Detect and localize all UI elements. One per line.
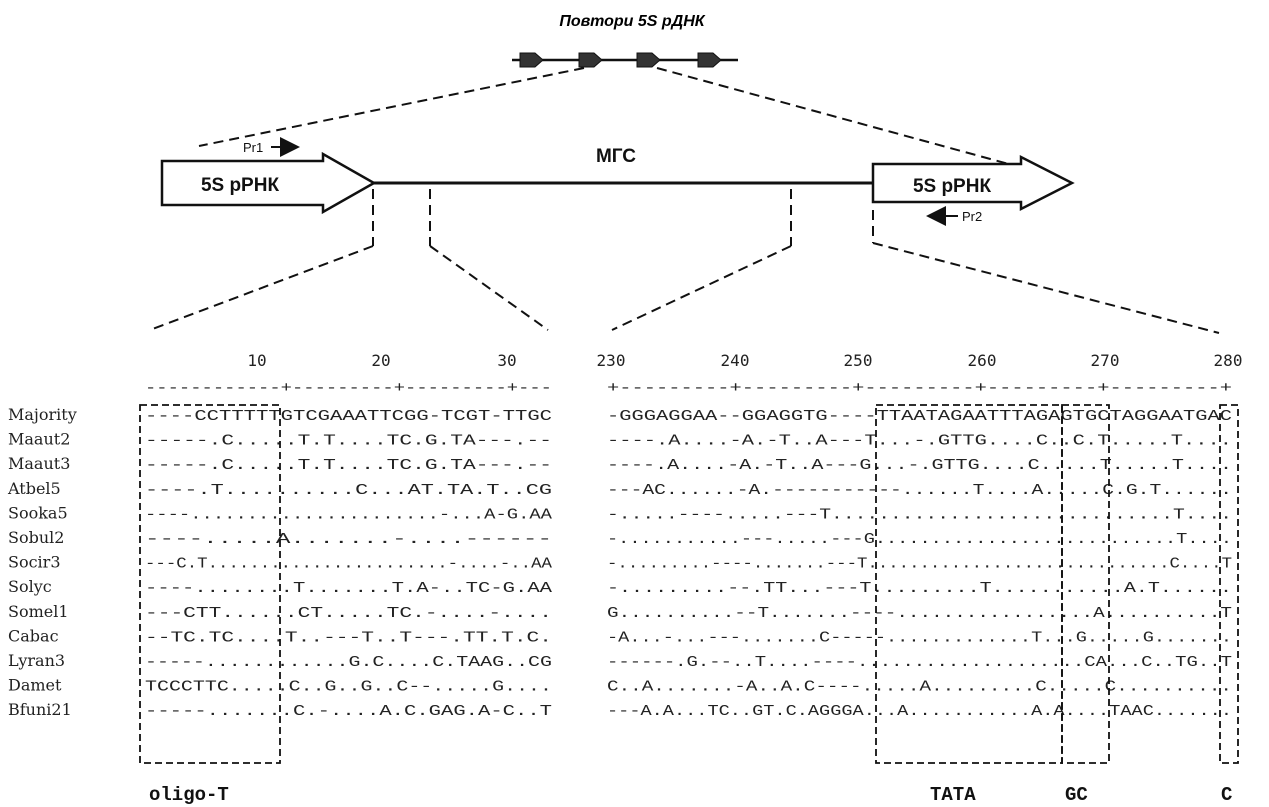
sequence-left: ----CCTTTTTGTCGAAATTCGG-TCGT-TTGC [145,408,552,425]
oligo-t-box [139,404,281,764]
tick-label: 20 [371,351,390,370]
tick-label: 10 [247,351,266,370]
sequence-left: -----.......C.-....A.C.GAG.A-C..T [145,703,552,720]
gene-label-left: 5S рРНК [201,175,280,196]
sequence-left: ----.....A.......-....------ [145,531,552,548]
sequence-right: -.........--.TT...---T.........T........… [607,580,1232,597]
repeat-arrow-icon [697,52,722,68]
sequence-right: ---A.A...TC..GT.C.AGGGA...A...........A.… [607,703,1232,720]
expansion-line [872,242,1220,334]
sequence-right: -GGGAGGAA--GGAGGTG----TTAATAGAATTTAGAGTG… [607,408,1232,425]
sequence-right: ---AC......-A.-----------......T....A...… [607,482,1232,499]
repeat-array [512,52,738,68]
expansion-line [429,245,549,331]
sequence-left: -----.C.....T.T....TC.G.TA---.-- [145,433,552,450]
repeat-arrow-icon [519,52,544,68]
sequence-name: Maaut3 [8,454,70,473]
alignment-row: Lyran3 -----............G.C....C.TAAG..CG… [8,651,1232,671]
expansion-line [611,245,792,331]
sequence-left: ----.T..........C...AT.TA.T..CG [145,482,552,499]
sequence-name: Bfuni21 [8,700,72,719]
repeat-arrow-icon [636,52,661,68]
alignment-rows: Majority ----CCTTTTTGTCGAAATTCGG-TCGT-TTG… [7,405,1232,720]
diagram-title: Повтори 5S рДНК [559,13,705,30]
sequence-left: ----......................-...A-G.AA [145,506,552,523]
sequence-left: ----........T.......T.A-..TC-G.AA [145,580,552,597]
sequence-name: Socir3 [8,553,61,572]
sequence-left: -----............G.C....C.TAAG..CG [145,654,552,671]
tick-label: 280 [1214,351,1243,370]
expansion-line [149,245,374,331]
sequence-name: Cabac [8,626,59,645]
sequence-left: ---C.T.......................-....-..AA [145,556,552,573]
alignment-row: Sobul2 ----.....A.......-....------ -.....… [8,528,1232,548]
box-label-c: C [1221,784,1232,806]
primer-reverse-label: Pr2 [962,209,982,224]
primer-reverse: Pr2 [926,206,982,226]
box-label-tata: TATA [930,784,976,806]
tick-label: 230 [597,351,626,370]
repeat-arrow-icon [578,52,603,68]
sequence-left: TCCCTTC.....C..G..G..C--.....G.... [145,679,552,696]
gene-arrow-right: 5S рРНК [871,154,1075,212]
sequence-name: Atbel5 [7,479,61,498]
alignment-row: Majority ----CCTTTTTGTCGAAATTCGG-TCGT-TTG… [8,405,1232,425]
ruler-right: +---------+---------+---------+---------… [607,380,1232,397]
ruler-left: ------------+---------+---------+--- [145,380,552,397]
sequence-left: -----.C.....T.T....TC.G.TA---.-- [145,457,552,474]
tick-label: 30 [497,351,516,370]
sequence-right: ------.G.--..T....----..................… [607,654,1232,671]
sequence-left: --TC.TC....T..---T..T---.TT.T.C. [145,629,552,646]
sequence-right: C..A.......-A..A.C----.....A.........C..… [607,679,1232,696]
sequence-left: ---CTT......CT.....TC.-....-.... [145,605,552,622]
tick-label: 250 [844,351,873,370]
alignment-row: Cabac --TC.TC....T..---T..T---.TT.T.C. -A.… [8,626,1232,646]
sequence-right: G..........--T.......----...............… [607,605,1232,622]
alignment-row: Damet TCCCTTC.....C..G..G..C--.....G.... C… [8,676,1232,696]
alignment-row: Maaut2 -----.C.....T.T....TC.G.TA---.-- --… [8,430,1232,450]
sequence-name: Damet [8,676,62,695]
box-label-oligo-t: oligo-T [149,784,229,806]
sequence-name: Maaut2 [8,430,70,449]
zoom-line [198,67,585,147]
tick-label: 270 [1091,351,1120,370]
gene-arrow-left: 5S рРНК [160,151,377,215]
sequence-right: ----.A....-A.-T..A---T...-.GTTG....C..C.… [607,433,1232,450]
position-ticks-right: 230 240 250 260 270 280 [597,351,1243,370]
alignment-row: Sooka5 ----......................-...A-G.… [8,503,1232,523]
box-label-gc: GC [1065,784,1088,806]
sequence-name: Lyran3 [8,651,65,670]
sequence-right: -.....----.....---T.....................… [607,506,1232,523]
sequence-name: Majority [8,405,77,424]
sequence-name: Sooka5 [8,503,68,522]
sequence-right: -.........----.......---T...............… [607,556,1232,573]
position-ticks-left: 10 20 30 [247,351,516,370]
zoom-line [656,67,1039,173]
sequence-right: -A...-...---.......C-----.............T.… [607,629,1232,646]
sequence-right: ----.A....-A.-T..A---G...-.GTTG....C....… [607,457,1232,474]
tick-label: 260 [968,351,997,370]
alignment-row: Solyc ----........T.......T.A-..TC-G.AA -.… [8,577,1232,597]
alignment-row: Atbel5 ----.T..........C...AT.TA.T..CG ---… [7,479,1232,499]
primer-forward: Pr1 [243,137,300,157]
sequence-name: Somel1 [8,602,69,621]
alignment-row: Somel1 ---CTT......CT.....TC.-....-.... G.… [8,602,1232,622]
sequence-name: Solyc [8,577,52,596]
gene-label-right: 5S рРНК [913,176,992,197]
alignment-row: Maaut3 -----.C.....T.T....TC.G.TA---.-- --… [8,454,1232,474]
c-box [1219,404,1239,764]
alignment-row: Bfuni21 -----.......C.-....A.C.GAG.A-C..T… [8,700,1232,720]
gc-box [1061,404,1110,764]
alignment-row: Socir3 ---C.T.......................-....… [8,553,1232,573]
tick-label: 240 [721,351,750,370]
sequence-name: Sobul2 [8,528,64,547]
spacer-label: МГС [596,146,636,167]
sequence-right: -...........---.....---G................… [607,531,1232,548]
primer-forward-label: Pr1 [243,140,263,155]
